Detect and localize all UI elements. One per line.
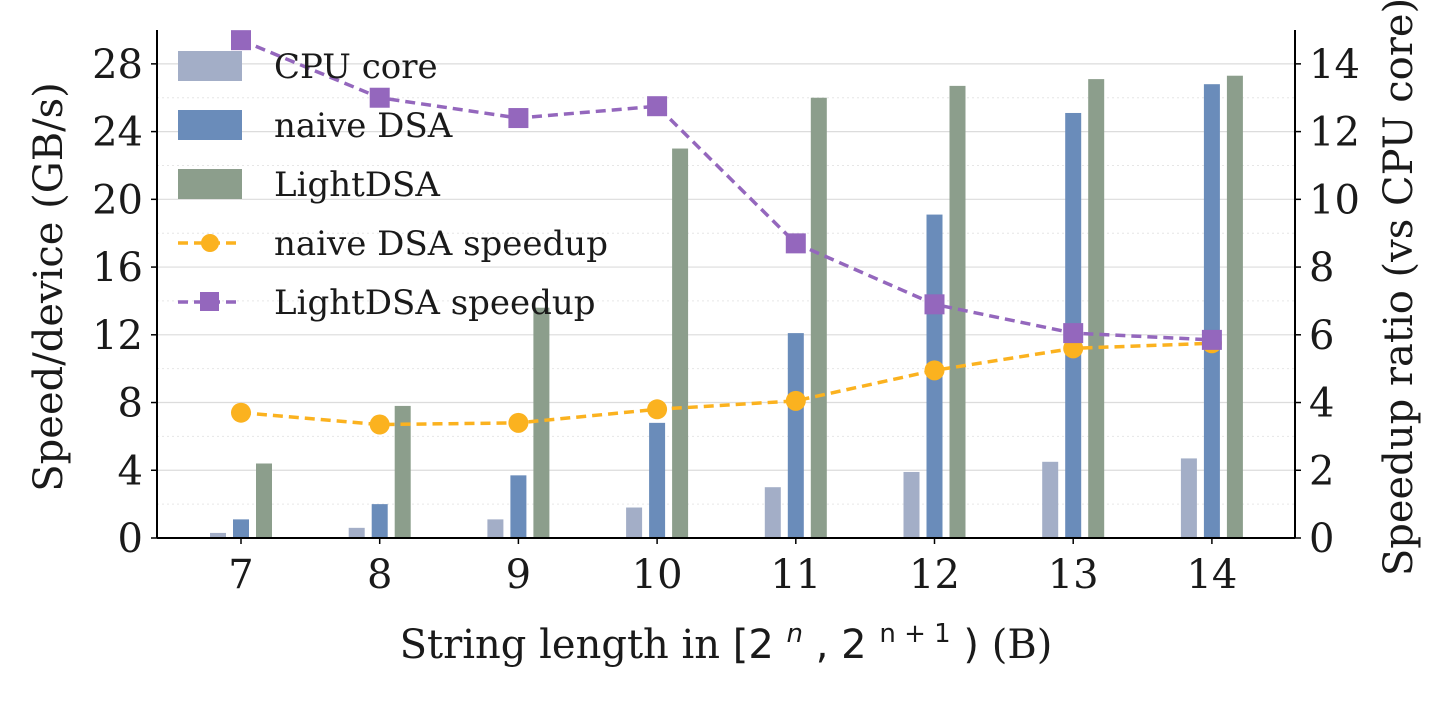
legend-label-naive-dsa: naive DSA [274,106,453,146]
bar-cpu-core [210,532,226,538]
point-lightdsa-speedup [924,294,945,315]
y-right-tick-label: 10 [1309,177,1360,223]
point-naive-dsa-speedup [785,390,806,411]
point-naive-dsa-speedup [647,399,668,420]
y-right-tick-label: 14 [1309,42,1360,88]
y-tick-label: 12 [92,313,143,359]
bar-naive-dsa [371,504,388,538]
bar-naive-dsa [1203,84,1220,538]
point-lightdsa-speedup [647,96,668,117]
legend-swatch-cpu-core [178,51,242,81]
bar-lightdsa [949,85,966,538]
legend-swatch-naive-dsa [178,110,242,140]
bar-cpu-core [903,471,920,538]
x-axis-label-math-mid: , 2 [816,622,867,668]
point-naive-dsa-speedup [508,412,529,433]
bar-lightdsa [672,148,689,539]
y-tick-label: 28 [92,42,143,88]
y-tick-label: 20 [92,177,143,223]
axes [156,30,1296,539]
bar-cpu-core [626,507,643,538]
bar-cpu-core [487,519,504,538]
x-tick-label: 10 [632,552,683,598]
bar-naive-dsa [233,519,249,538]
x-axis-label: String length in [2 n , 2 n + 1 ) (B) [400,606,1053,668]
legend-marker-lightdsa-speedup [200,292,219,311]
bar-cpu-core [348,527,365,538]
x-axis-label-prefix: String length in [400,622,733,668]
x-tick-label: 14 [1186,552,1237,598]
x-axis-label-sup-n: n [787,619,803,649]
x-axis-label-suffix: (B) [992,622,1053,668]
bar-cpu-core [1180,458,1197,538]
bar-lightdsa [533,307,550,538]
y-axis-right-label: Speedup ratio (vs CPU core) [1376,0,1422,576]
point-lightdsa-speedup [231,30,251,51]
speedup-lines [231,30,1222,435]
point-lightdsa-speedup [1201,329,1222,350]
bars [210,75,1243,539]
x-tick-label: 8 [367,552,392,598]
y-axis-label: Speed/device (GB/s) [26,82,72,491]
point-naive-dsa-speedup [924,360,945,381]
bar-lightdsa [394,405,411,538]
y-right-tick-label: 12 [1309,110,1360,156]
point-lightdsa-speedup [785,233,806,254]
y-tick-label: 24 [92,110,143,156]
legend: CPU core naive DSA LightDSA naive DSA sp… [178,47,608,323]
line-naive-dsa-speedup [240,341,1212,427]
point-naive-dsa-speedup [369,414,390,435]
bar-naive-dsa [787,333,804,538]
grid-lines [157,63,1295,505]
legend-label-lightdsa-speedup: LightDSA speedup [274,283,596,323]
legend-label-lightdsa: LightDSA [274,165,440,205]
x-axis-label-math-open: [2 [733,622,774,668]
point-naive-dsa-speedup [231,402,251,423]
y-right-tick-label: 4 [1309,381,1334,427]
legend-swatch-lightdsa [178,169,242,199]
bar-naive-dsa [510,475,527,538]
y-tick-label: 4 [118,448,143,494]
bar-lightdsa [810,97,827,538]
bar-lightdsa [1088,79,1105,539]
bar-lightdsa [256,463,272,538]
y-tick-label: 8 [118,381,143,427]
x-tick-label: 13 [1048,552,1099,598]
y-tick-label: 16 [92,245,143,291]
x-tick-label: 9 [506,552,531,598]
point-lightdsa-speedup [369,87,390,108]
x-tick-label: 7 [228,552,253,598]
y-right-tick-label: 6 [1309,313,1334,359]
y-right-tick-label: 0 [1309,516,1334,562]
x-tick-label: 11 [770,552,821,598]
x-axis-label-math-close: ) [963,622,979,668]
legend-marker-naive-dsa-speedup [201,234,219,252]
bar-naive-dsa [649,422,666,538]
point-lightdsa-speedup [508,108,529,129]
x-tick-label: 12 [909,552,960,598]
bar-cpu-core [1042,461,1059,538]
y-tick-label: 0 [118,516,143,562]
x-axis-label-sup-n1: n + 1 [879,619,950,649]
legend-label-cpu-core: CPU core [274,47,438,87]
bar-cpu-core [764,487,781,538]
point-lightdsa-speedup [1063,323,1084,344]
point-naive-dsa-speedup [1063,338,1084,359]
bar-lightdsa [1226,75,1243,538]
y-right-tick-label: 2 [1309,448,1334,494]
y-right-tick-label: 8 [1309,245,1334,291]
legend-label-naive-dsa-speedup: naive DSA speedup [274,224,608,264]
